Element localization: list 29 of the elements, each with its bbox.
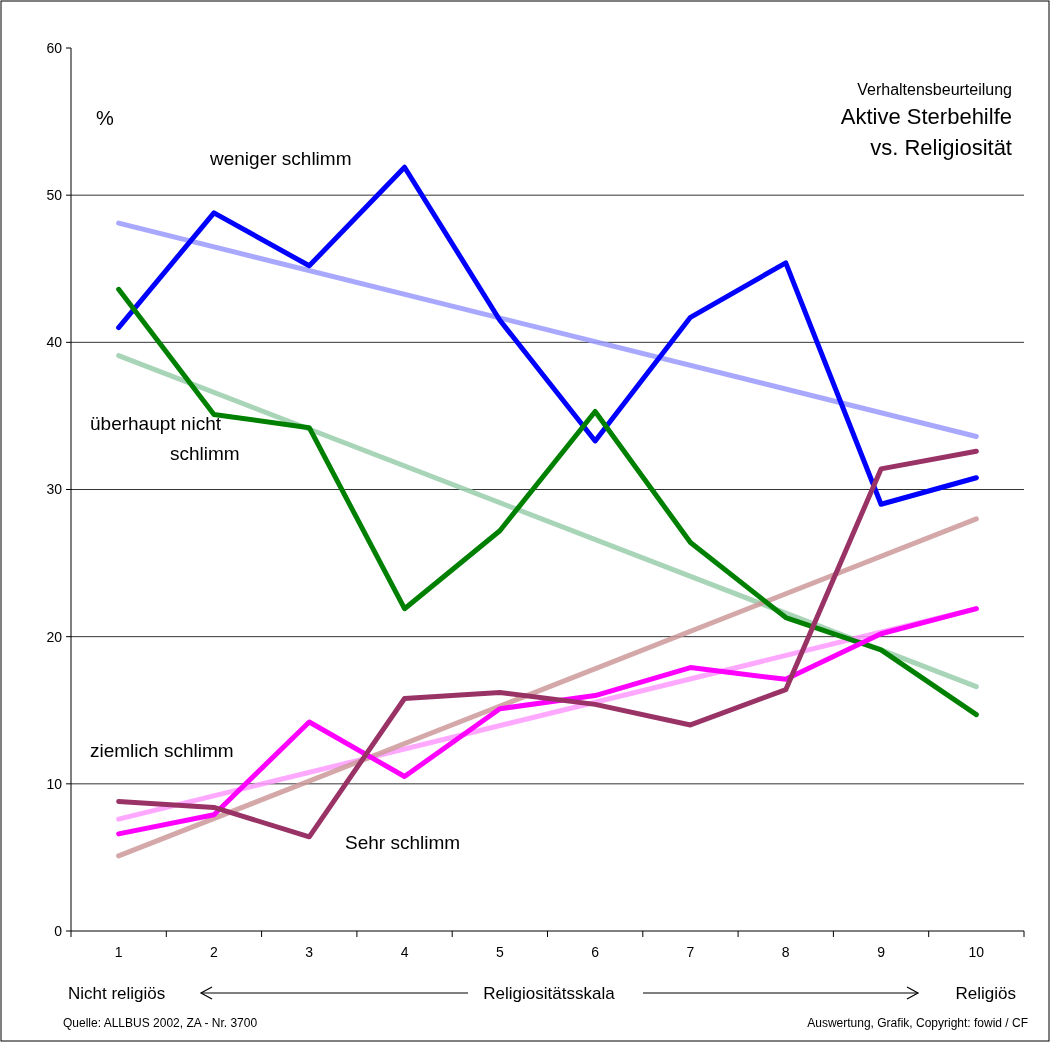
y-tick-label: 40 <box>46 334 63 351</box>
x-tick-label: 1 <box>114 944 123 960</box>
text: Nicht religiös <box>68 984 166 1003</box>
y-tick-label: 50 <box>46 187 63 204</box>
x-tick-label: 10 <box>968 944 985 960</box>
x-tick-label: 7 <box>686 944 695 960</box>
y-axis-title: % <box>96 107 115 129</box>
x-tick-label: 2 <box>210 944 219 960</box>
text: Aktive Sterbehilfe vs. Religiosität <box>840 104 1012 160</box>
x-axis-title: Religiositätsskala <box>483 984 616 1003</box>
y-tick-label: 60 <box>46 39 63 56</box>
x-tick-label: 6 <box>591 944 600 960</box>
text: Religiös <box>955 984 1016 1003</box>
source-note: Quelle: ALLBUS 2002, ZA - Nr. 3700 <box>63 1016 258 1030</box>
series-label: Sehr schlimm <box>345 832 461 853</box>
x-tick-label: 9 <box>877 944 886 960</box>
series-label: ziemlich schlimm <box>90 740 234 761</box>
text: Verhaltensbeurteilung <box>857 81 1012 98</box>
y-tick-label: 0 <box>54 922 63 939</box>
x-tick-label: 4 <box>400 944 409 960</box>
x-tick-label: 3 <box>305 944 314 960</box>
x-tick-label: 8 <box>781 944 790 960</box>
series-label: weniger schlimm <box>209 148 352 169</box>
y-tick-label: 20 <box>46 628 63 645</box>
y-tick-label: 10 <box>46 775 63 792</box>
x-tick-label: 5 <box>495 944 504 960</box>
series-label: überhaupt nicht schlimm <box>90 413 240 464</box>
y-tick-label: 30 <box>46 481 63 498</box>
text: Auswertung, Grafik, Copyright: fowid / CF <box>807 1016 1028 1030</box>
